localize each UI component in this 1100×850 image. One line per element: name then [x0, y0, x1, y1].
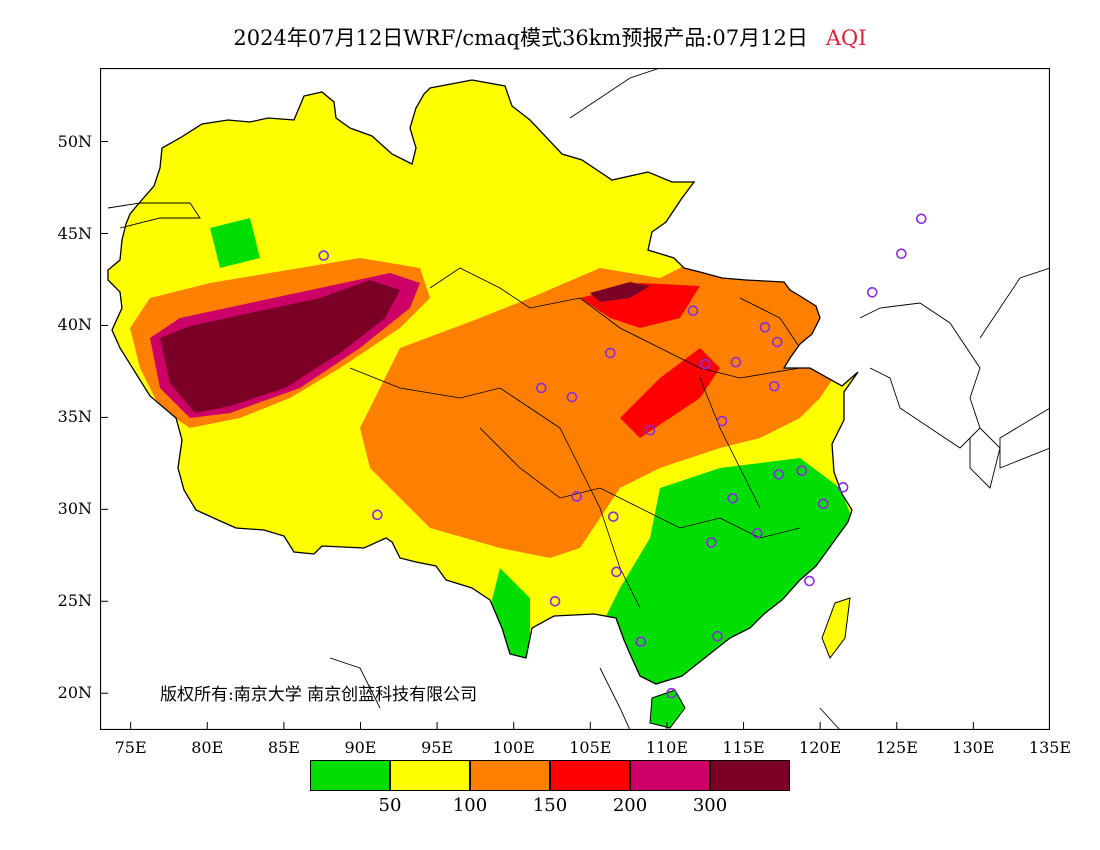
title-main: 2024年07月12日WRF/cmaq模式36km预报产品:07月12日: [233, 26, 808, 50]
legend-swatch: [710, 760, 790, 791]
city-station-marker[interactable]: [318, 250, 330, 261]
city-station-marker[interactable]: [759, 321, 771, 333]
x-tick-label: 95E: [421, 738, 454, 757]
aqi-area-hazardous-north: [590, 282, 650, 302]
x-tick-label: 110E: [645, 738, 689, 757]
hainan-island: [649, 689, 686, 729]
map-title: 2024年07月12日WRF/cmaq模式36km预报产品:07月12日 AQI: [0, 22, 1100, 52]
y-tick-label: 50N: [57, 131, 92, 151]
x-tick-label: 75E: [114, 738, 147, 757]
legend-label: 200: [612, 795, 648, 816]
city-station-marker[interactable]: [706, 537, 717, 548]
legend-swatch: [470, 760, 550, 791]
aqi-area-good-xinjiang-north: [210, 218, 260, 268]
city-station-marker[interactable]: [608, 511, 619, 522]
x-tick-label: 130E: [952, 738, 995, 757]
x-tick-label: 105E: [569, 738, 612, 757]
y-tick-label: 20N: [57, 683, 92, 703]
legend-swatch: [310, 760, 390, 791]
map-area[interactable]: [100, 67, 1051, 731]
city-station-marker[interactable]: [773, 469, 785, 480]
x-tick-label: 90E: [344, 738, 377, 757]
copyright-text: 版权所有:南京大学 南京创蓝科技有限公司: [160, 685, 478, 705]
y-tick-label: 45N: [57, 223, 92, 243]
city-station-marker[interactable]: [635, 636, 647, 648]
national-boundary: [107, 79, 859, 685]
aqi-area-usg-central: [360, 218, 858, 558]
map-border: [100, 68, 1050, 730]
city-station-marker[interactable]: [896, 248, 907, 260]
city-station-marker[interactable]: [915, 213, 927, 225]
legend-swatch: [550, 760, 630, 791]
city-station-marker[interactable]: [727, 492, 739, 504]
x-tick-label: 135E: [1028, 738, 1072, 757]
city-station-marker[interactable]: [837, 481, 849, 493]
map-frame-overlay: [100, 68, 1050, 730]
city-station-marker[interactable]: [644, 424, 656, 436]
x-tick-label: 100E: [492, 738, 535, 757]
city-station-marker[interactable]: [771, 336, 783, 348]
city-station-marker[interactable]: [752, 527, 763, 539]
aqi-area-hazardous-west: [160, 280, 400, 413]
city-station-marker[interactable]: [666, 687, 677, 699]
station-marker-layer: [100, 68, 1050, 734]
city-station-marker[interactable]: [571, 491, 582, 502]
aqi-area-unhealthy-central: [620, 348, 720, 438]
legend-label: 50: [378, 795, 402, 816]
city-station-marker[interactable]: [566, 391, 578, 403]
city-station-marker[interactable]: [611, 566, 622, 578]
y-tick-label: 35N: [57, 407, 92, 427]
city-station-marker[interactable]: [535, 382, 547, 394]
province-boundaries: [349, 267, 801, 609]
city-station-marker[interactable]: [730, 356, 742, 368]
y-tick-label: 40N: [57, 315, 92, 335]
city-station-marker[interactable]: [372, 509, 383, 521]
city-station-marker[interactable]: [604, 347, 616, 359]
taiwan-island: [821, 597, 851, 660]
x-tick-label: 115E: [722, 738, 765, 757]
city-station-marker[interactable]: [712, 630, 723, 642]
city-station-marker[interactable]: [687, 305, 699, 317]
city-station-marker[interactable]: [804, 575, 815, 587]
aqi-area-good-south: [600, 458, 858, 684]
city-station-marker[interactable]: [768, 380, 780, 392]
legend-label: 150: [532, 795, 568, 816]
city-station-marker[interactable]: [716, 415, 728, 427]
aqi-map-svg: [100, 67, 1051, 731]
x-tick-label: 85E: [267, 738, 300, 757]
x-tick-label: 80E: [191, 738, 224, 757]
x-tick-label: 120E: [799, 738, 842, 757]
neighbouring-boundaries: [107, 67, 1051, 731]
city-station-marker[interactable]: [549, 595, 561, 607]
city-station-marker[interactable]: [796, 465, 808, 477]
title-variable: AQI: [825, 26, 867, 50]
y-tick-label: 30N: [57, 499, 92, 519]
city-station-marker[interactable]: [866, 287, 878, 298]
legend-label: 100: [452, 795, 488, 816]
y-tick-label: 25N: [57, 591, 92, 611]
legend-swatch: [390, 760, 470, 791]
city-station-marker[interactable]: [699, 358, 711, 370]
city-station-marker[interactable]: [817, 498, 829, 510]
legend-label: 300: [692, 795, 728, 816]
legend-swatch: [630, 760, 710, 791]
x-tick-label: 125E: [875, 738, 918, 757]
